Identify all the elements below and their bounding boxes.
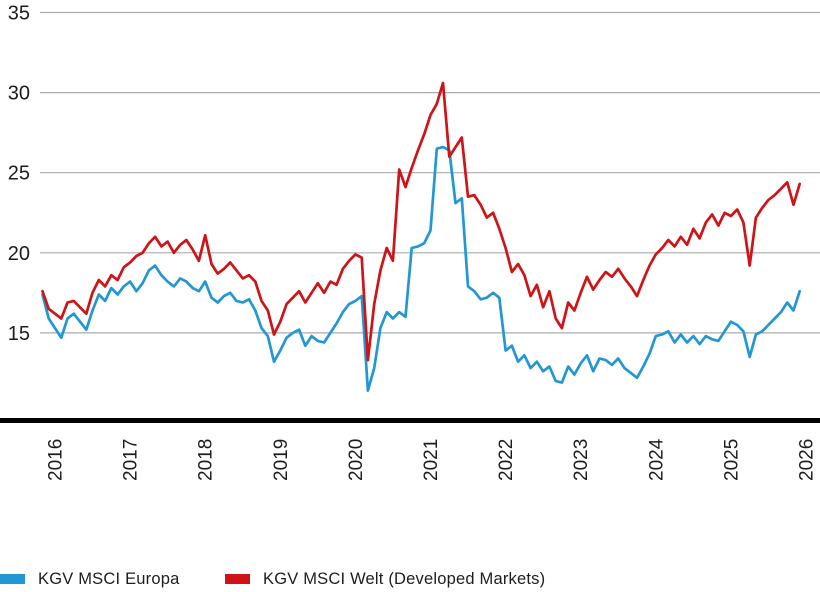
x-tick-label-2017: 2017	[121, 439, 142, 481]
y-tick-label-15: 15	[8, 323, 30, 345]
legend-swatch-welt	[225, 574, 250, 584]
legend-label-welt: KGV MSCI Welt (Developed Markets)	[263, 569, 546, 588]
x-axis-line	[0, 418, 820, 423]
x-tick-label-2021: 2021	[421, 439, 442, 481]
y-tick-label-25: 25	[8, 163, 30, 185]
series-line-welt	[41, 81, 802, 362]
x-tick-label-2020: 2020	[346, 439, 367, 481]
legend-label-europa: KGV MSCI Europa	[38, 569, 180, 588]
x-tick-label-2019: 2019	[271, 439, 292, 481]
x-tick-label-2023: 2023	[571, 439, 592, 481]
x-tick-label-2018: 2018	[196, 439, 217, 481]
x-tick-label-2026: 2026	[797, 439, 818, 481]
legend-item-msci-welt: KGV MSCI Welt (Developed Markets)	[225, 569, 545, 589]
x-tick-label-2022: 2022	[496, 439, 517, 481]
legend-item-msci-europa: KGV MSCI Europa	[0, 569, 179, 589]
x-tick-label-2016: 2016	[46, 439, 67, 481]
series-line-europa	[41, 145, 802, 392]
x-tick-label-2025: 2025	[721, 439, 742, 481]
y-tick-label-30: 30	[8, 83, 30, 105]
y-tick-label-20: 20	[8, 243, 30, 265]
x-tick-label-2024: 2024	[646, 438, 667, 481]
y-tick-label-35: 35	[8, 3, 30, 25]
chart-legend: KGV MSCI Europa KGV MSCI Welt (Developed…	[0, 569, 820, 591]
legend-swatch-europa	[0, 574, 25, 584]
